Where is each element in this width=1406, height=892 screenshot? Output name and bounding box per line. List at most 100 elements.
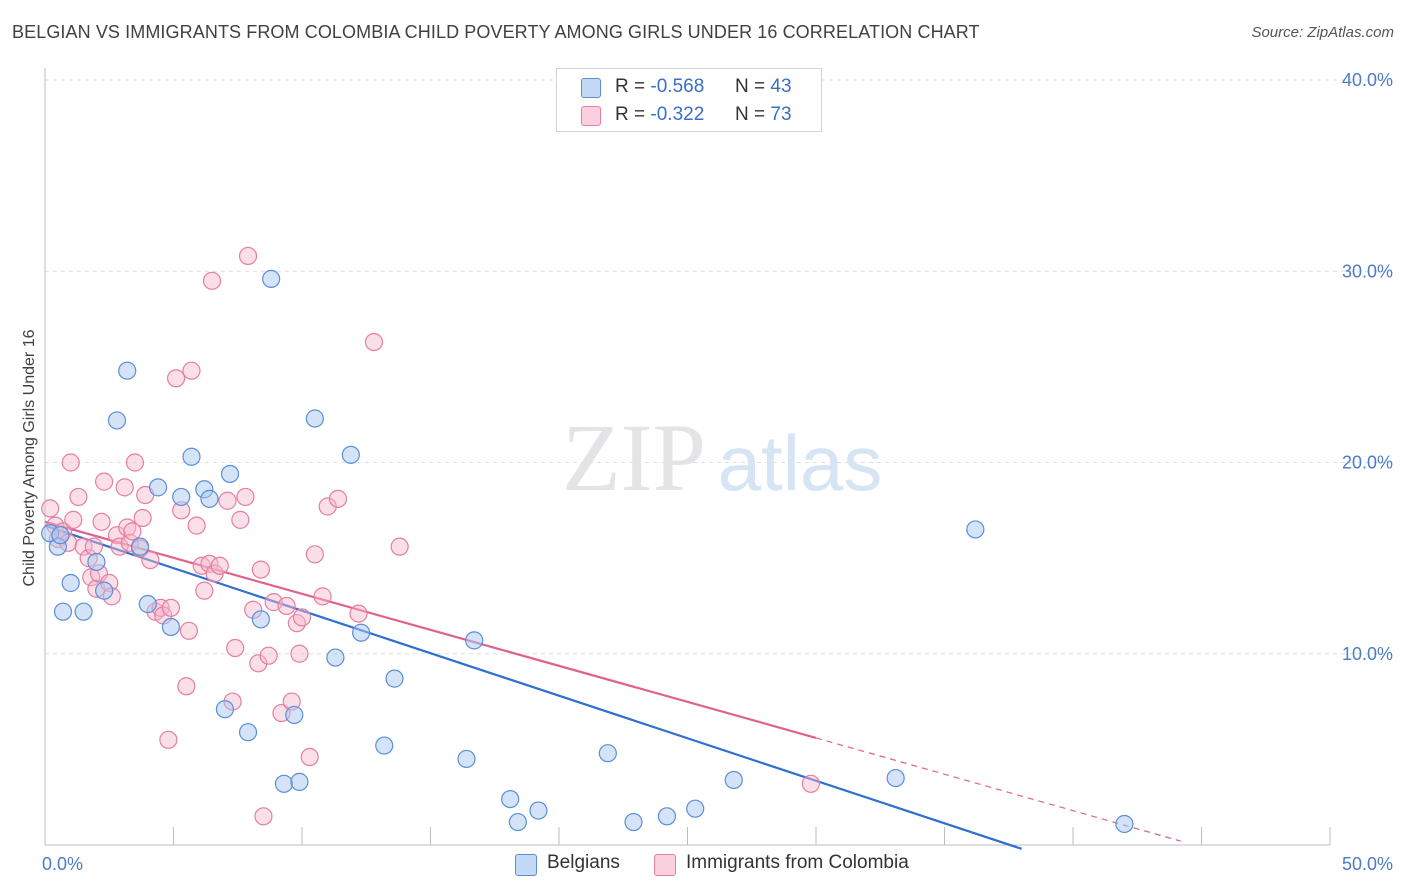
belgians-point-17	[200, 489, 219, 508]
belgians-point-25	[290, 772, 309, 791]
colombia-point-69	[349, 604, 368, 623]
belgians-point-6	[87, 552, 106, 572]
watermark-zip: ZIP	[562, 404, 706, 511]
colombia-point-15	[95, 472, 114, 491]
colombia-point-66	[313, 587, 332, 606]
belgians-point-42	[886, 768, 905, 788]
belgians-point-30	[375, 736, 394, 755]
belgians-point-12	[148, 478, 168, 497]
belgians-point-13	[161, 617, 181, 637]
colombia-point-34	[166, 369, 186, 388]
colombia-point-8	[74, 537, 93, 556]
belgians-point-3	[53, 602, 73, 621]
belgians-point-39	[657, 807, 677, 826]
colombia-point-70	[364, 332, 384, 352]
legend-n-label: N =	[735, 104, 766, 125]
y-tick-label-2: 30.0%	[1342, 261, 1393, 281]
colombia-point-65	[305, 545, 324, 564]
colombia-point-62	[290, 644, 309, 663]
legend-label-colombia: Immigrants from Colombia	[686, 852, 909, 873]
colombia-point-28	[141, 550, 160, 570]
colombia-point-49	[231, 510, 250, 529]
belgians-point-9	[118, 361, 137, 380]
colombia-point-63	[292, 608, 312, 627]
gridlines	[45, 79, 1392, 655]
belgians-point-11	[138, 594, 157, 614]
colombia-point-33	[161, 598, 181, 617]
trend-lines	[44, 520, 1182, 850]
colombia-point-23	[123, 522, 142, 541]
belgians-point-7	[95, 581, 114, 600]
belgians-point-21	[251, 610, 270, 629]
legend-n-label: N =	[735, 76, 766, 97]
series-belgians-points	[41, 269, 1134, 834]
belgians-point-26	[305, 409, 324, 428]
colombia-point-50	[236, 487, 255, 507]
belgians-swatch	[581, 78, 601, 98]
belgians-point-27	[326, 648, 345, 667]
colombia-swatch	[581, 106, 601, 126]
belgians-point-33	[465, 631, 484, 650]
colombia-point-56	[259, 646, 278, 665]
colombia-point-72	[801, 774, 820, 793]
belgians-point-41	[724, 770, 743, 790]
legend-r-label: R =	[615, 104, 646, 125]
colombia-point-53	[249, 654, 268, 673]
colombia-point-48	[226, 638, 245, 658]
belgians-trend-line	[44, 524, 1022, 850]
belgians-point-29	[352, 623, 371, 642]
colombia-point-54	[251, 560, 270, 579]
colombia-point-67	[318, 497, 337, 516]
colombia-point-20	[115, 478, 134, 497]
series-legend: Belgians Immigrants from Colombia	[0, 852, 1406, 876]
belgians-point-35	[508, 812, 527, 832]
belgians-point-20	[238, 723, 258, 742]
belgians-point-19	[220, 464, 240, 484]
belgians-point-18	[215, 700, 234, 719]
series-colombia-points	[41, 246, 820, 826]
legend-label-belgians: Belgians	[547, 852, 620, 873]
colombia-point-59	[277, 596, 296, 616]
belgians-point-31	[385, 669, 404, 688]
colombia-point-6	[64, 510, 83, 529]
legend-r-label: R =	[615, 76, 646, 97]
colombia-point-51	[238, 246, 258, 266]
legend-r-value-belgians: -0.568	[650, 76, 705, 97]
belgians-point-8	[107, 411, 127, 430]
colombia-point-0	[41, 499, 60, 518]
belgians-point-5	[74, 602, 93, 621]
belgians-point-15	[182, 447, 201, 466]
colombia-point-14	[92, 512, 111, 531]
watermark: ZIP atlas	[562, 404, 882, 511]
colombia-point-36	[177, 677, 196, 696]
y-tick-label-1: 20.0%	[1342, 453, 1393, 473]
belgians-point-40	[686, 799, 705, 818]
colombia-point-55	[254, 807, 273, 826]
correlation-legend: R = -0.568 N = 43 R = -0.322 N = 73	[556, 68, 822, 132]
colombia-point-32	[159, 730, 178, 749]
belgians-point-14	[172, 487, 191, 507]
watermark-atlas: atlas	[718, 419, 883, 507]
colombia-point-43	[202, 271, 222, 290]
belgians-point-44	[1115, 814, 1134, 834]
legend-row-colombia: R = -0.322 N = 73	[557, 101, 821, 129]
legend-n-value-belgians: 43	[770, 76, 792, 97]
colombia-point-41	[195, 581, 214, 600]
colombia-point-5	[61, 453, 80, 472]
colombia-legend-swatch	[654, 854, 676, 876]
colombia-point-19	[110, 537, 129, 556]
colombia-trend-line	[44, 520, 817, 739]
colombia-trend-extension	[815, 737, 1182, 842]
legend-r-value-colombia: -0.322	[650, 104, 705, 125]
colombia-point-61	[287, 614, 306, 633]
colombia-point-68	[328, 489, 348, 508]
colombia-point-45	[210, 556, 229, 575]
y-tick-label-3: 40.0%	[1342, 70, 1393, 90]
tick-labels: 10.0% 20.0% 30.0% 40.0% 0.0% 50.0%	[42, 70, 1393, 874]
belgians-point-24	[285, 705, 304, 725]
colombia-point-64	[300, 747, 319, 767]
belgians-point-34	[501, 789, 520, 809]
belgians-legend-swatch	[515, 854, 537, 876]
colombia-point-11	[84, 537, 103, 556]
